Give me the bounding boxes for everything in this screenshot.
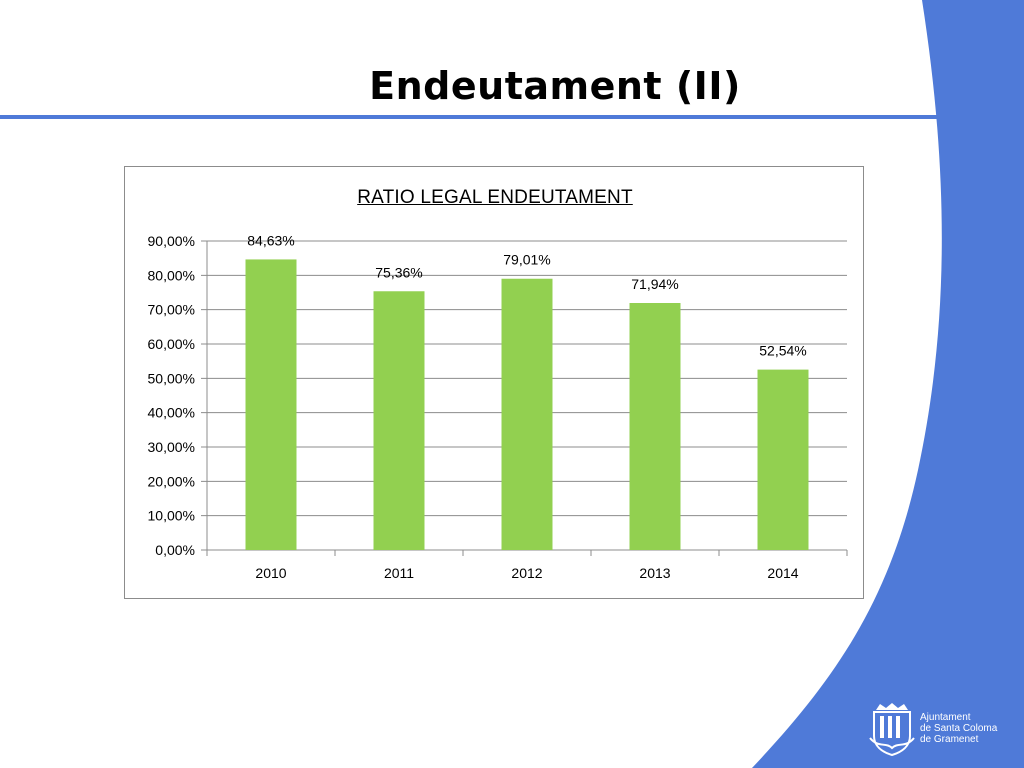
y-tick-label: 40,00% (148, 405, 195, 421)
y-tick-label: 0,00% (155, 542, 195, 558)
bar-2011 (373, 291, 425, 550)
title-underline (0, 115, 952, 119)
coat-of-arms-icon (869, 703, 915, 757)
y-tick-label: 10,00% (148, 508, 195, 524)
bar-2014 (757, 369, 809, 550)
data-label: 71,94% (631, 276, 678, 292)
y-tick-label: 90,00% (148, 233, 195, 249)
bar-2010 (245, 259, 297, 550)
x-tick-label: 2011 (384, 565, 414, 581)
data-label: 75,36% (375, 264, 422, 280)
x-tick-label: 2013 (639, 565, 670, 581)
logo-line-3: de Gramenet (920, 734, 979, 745)
x-tick-label: 2012 (511, 565, 542, 581)
blue-accent-shape (752, 0, 1024, 768)
x-tick-label: 2014 (767, 565, 798, 581)
y-tick-label: 50,00% (148, 370, 195, 386)
y-tick-label: 30,00% (148, 439, 195, 455)
chart-container: RATIO LEGAL ENDEUTAMENT 0,00% 10,00% 20,00… (124, 166, 864, 599)
x-tick-label: 2010 (255, 565, 286, 581)
page-title: Endeutament (II) (369, 64, 741, 108)
data-label: 84,63% (247, 232, 294, 248)
y-tick-label: 80,00% (148, 267, 195, 283)
y-tick-label: 60,00% (148, 336, 195, 352)
y-tick-label: 70,00% (148, 302, 195, 318)
logo-line-1: Ajuntament (920, 712, 971, 723)
data-label: 79,01% (503, 252, 550, 268)
y-tick-label: 20,00% (148, 473, 195, 489)
chart-title: RATIO LEGAL ENDEUTAMENT (357, 187, 633, 208)
logo-text: Ajuntament de Santa Coloma de Gramenet (920, 712, 1020, 745)
data-label: 52,54% (759, 343, 806, 359)
bar-2013 (629, 303, 681, 550)
logo-line-2: de Santa Coloma (920, 723, 998, 734)
logo: Ajuntament de Santa Coloma de Gramenet (868, 700, 1018, 760)
bar-chart: 0,00% 10,00% 20,00% 30,00% 40,00% 50,00% 60,00… (148, 232, 848, 581)
bar-2012 (501, 278, 553, 550)
